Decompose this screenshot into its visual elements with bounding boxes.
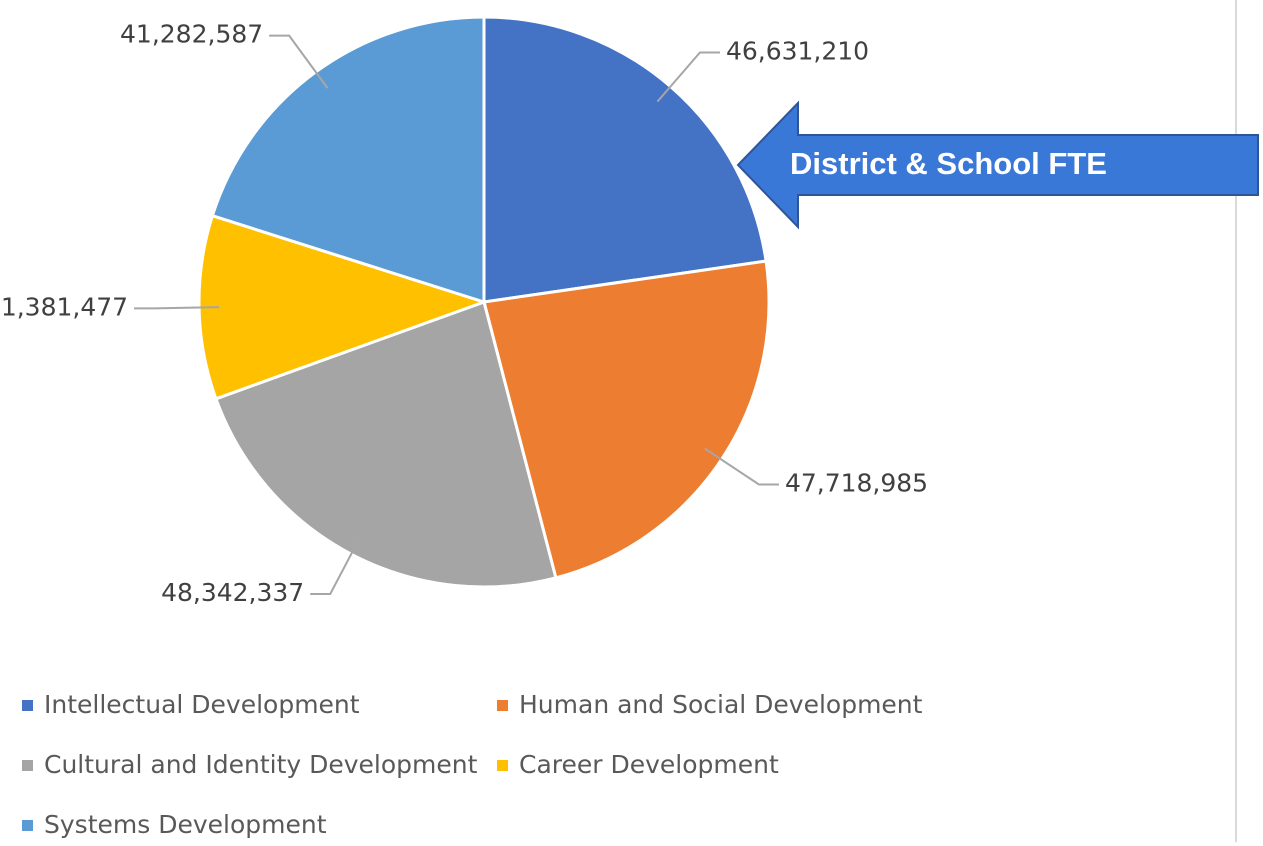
legend-swatch [22, 820, 33, 831]
legend-label: Career Development [519, 750, 779, 779]
leader-line [134, 306, 220, 310]
annotation: District & School FTE [790, 146, 1107, 181]
legend-swatch [22, 700, 33, 711]
pie [197, 15, 771, 589]
legend: Intellectual Development Human and Social… [22, 690, 923, 839]
data-label: 47,718,985 [785, 468, 928, 497]
leader-line [269, 34, 329, 89]
data-label: 48,342,337 [161, 578, 304, 607]
leader-line [704, 447, 779, 486]
legend-swatch [497, 700, 508, 711]
annotation-arrow [736, 100, 1259, 230]
leader-line [656, 51, 720, 103]
legend-label: Systems Development [44, 810, 327, 839]
legend-label: Cultural and Identity Development [44, 750, 478, 779]
legend-swatch [22, 760, 33, 771]
data-label: 46,631,210 [726, 36, 869, 65]
legend-swatch [497, 760, 508, 771]
pie-slice [482, 15, 768, 304]
legend-label: Intellectual Development [44, 690, 360, 719]
data-label: 41,282,587 [120, 20, 263, 49]
data-label: 21,381,477 [0, 292, 128, 321]
leader-line [310, 536, 362, 595]
data-labels: 46,631,210 47,718,985 48,342,337 21,381,477… [0, 20, 928, 607]
legend-label: Human and Social Development [519, 690, 923, 719]
